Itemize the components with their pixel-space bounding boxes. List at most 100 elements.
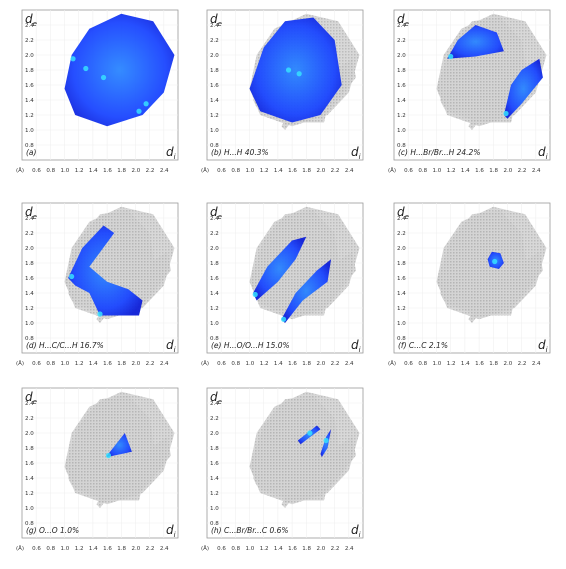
y-tick-label: 1.4 [210, 98, 219, 104]
axis-y-subscript: e [33, 213, 37, 221]
x-tick-label: 2.4 [345, 168, 354, 174]
axis-x-subscript: i [174, 531, 176, 539]
full-fingerprint-area [316, 436, 356, 497]
unit-label: (Å) [16, 167, 24, 174]
x-tick-label: 1.6 [288, 361, 297, 367]
data-point [280, 316, 287, 322]
y-tick-label: 0.8 [210, 143, 219, 149]
y-tick-label: 1.8 [397, 68, 406, 74]
y-tick-label: 1.0 [210, 506, 219, 512]
y-tick-label: 2.4 [397, 23, 406, 29]
contact-region [253, 236, 307, 301]
y-tick-label: 2.2 [210, 416, 219, 422]
contact-region [64, 13, 175, 127]
x-tick-label: 2.2 [146, 546, 155, 552]
y-tick-label: 1.6 [397, 83, 406, 89]
full-fingerprint-area [135, 244, 147, 272]
data-point [69, 273, 75, 280]
axis-x-label: di [351, 145, 361, 161]
y-tick-label: 0.8 [210, 521, 219, 527]
unit-label: (Å) [16, 360, 24, 367]
x-tick-label: 1.2 [75, 546, 84, 552]
full-fingerprint-area [292, 248, 317, 272]
x-tick-label: 2.2 [518, 168, 527, 174]
data-point [323, 437, 329, 444]
y-tick-label: 1.6 [210, 461, 219, 467]
x-tick-label: 2.4 [160, 168, 169, 174]
axis-y-subscript: e [218, 20, 222, 28]
data-point [307, 430, 313, 436]
unit-label: (Å) [201, 545, 209, 552]
unit-label: (Å) [388, 167, 396, 174]
y-tick-label: 2.4 [25, 23, 34, 29]
contact-region [249, 17, 342, 123]
x-tick-label: 1.8 [302, 168, 311, 174]
full-fingerprint-area [316, 251, 356, 312]
x-tick-label: 1.6 [288, 168, 297, 174]
axis-x-label: di [351, 523, 361, 539]
x-tick-label: 1.8 [117, 361, 126, 367]
full-fingerprint-area [440, 43, 494, 108]
contact-region [107, 433, 132, 457]
data-point [105, 452, 112, 459]
x-tick-label: 1.6 [103, 546, 112, 552]
data-point [252, 291, 258, 298]
y-tick-label: 1.8 [210, 68, 219, 74]
full-fingerprint-area [440, 236, 494, 301]
x-tick-label: 0.6 [217, 361, 226, 367]
data-point [143, 101, 149, 107]
x-tick-label: 1.0 [433, 168, 442, 174]
fingerprint-panel-4: 2.4 2.2 2.0 1.8 1.6 1.4 1.2 1.0 0.8 (Å) 0.6 0.8 1.0 1… [16, 202, 179, 367]
x-tick-label: 0.8 [231, 361, 240, 367]
x-tick-label: 2.2 [146, 361, 155, 367]
y-tick-label: 1.2 [397, 113, 406, 119]
full-fingerprint-area [479, 55, 504, 79]
unit-label: (Å) [388, 360, 396, 367]
x-tick-label: 0.8 [418, 361, 427, 367]
x-tick-label: 1.4 [461, 168, 470, 174]
y-tick-label: 2.4 [25, 216, 34, 222]
y-tick-label: 1.2 [25, 306, 34, 312]
axis-y-subscript: e [218, 213, 222, 221]
x-tick-label: 1.4 [274, 168, 283, 174]
y-tick-label: 2.2 [25, 416, 34, 422]
full-fingerprint-area [507, 51, 519, 79]
full-fingerprint-area [292, 433, 317, 457]
x-tick-label: 1.6 [475, 361, 484, 367]
x-tick-label: 1.6 [103, 361, 112, 367]
data-point [285, 67, 292, 73]
y-tick-label: 1.0 [25, 506, 34, 512]
axis-x-label: di [166, 338, 176, 354]
panel-caption: (d) H...C/C...H 16.7% [26, 341, 104, 350]
y-tick-label: 1.8 [25, 68, 34, 74]
full-fingerprint-area [281, 444, 332, 508]
x-tick-label: 1.2 [447, 168, 456, 174]
x-tick-label: 2.0 [316, 168, 325, 174]
y-tick-label: 1.6 [25, 83, 34, 89]
axis-y-label: de [397, 12, 409, 28]
full-fingerprint-area [503, 251, 543, 312]
full-fingerprint-area [468, 259, 519, 323]
full-fingerprint-area [107, 248, 132, 272]
y-tick-label: 1.4 [25, 476, 34, 482]
y-tick-label: 1.0 [210, 128, 219, 134]
data-point [70, 56, 76, 62]
unit-label: (Å) [201, 360, 209, 367]
x-tick-label: 2.4 [160, 361, 169, 367]
full-fingerprint-area [135, 429, 147, 457]
axis-y-label: de [25, 12, 37, 28]
x-tick-label: 0.8 [418, 168, 427, 174]
x-tick-label: 1.2 [260, 546, 269, 552]
x-tick-label: 0.6 [32, 361, 41, 367]
y-tick-label: 2.4 [25, 401, 34, 407]
y-tick-label: 1.2 [397, 306, 406, 312]
panel-caption: (h) C...Br/Br...C 0.6% [211, 526, 289, 535]
x-tick-label: 1.8 [489, 361, 498, 367]
x-tick-label: 1.4 [461, 361, 470, 367]
x-tick-label: 1.4 [89, 546, 98, 552]
x-tick-label: 2.0 [503, 168, 512, 174]
contact-region [68, 225, 143, 316]
axis-y-subscript: e [405, 20, 409, 28]
x-tick-label: 2.0 [316, 546, 325, 552]
